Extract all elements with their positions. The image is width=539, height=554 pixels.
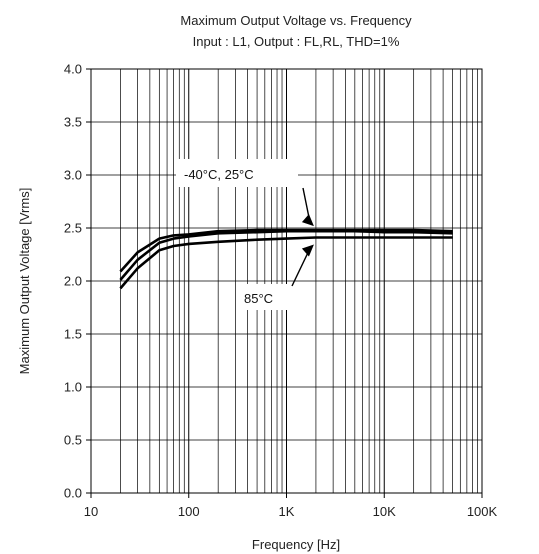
y-tick-label: 1.0 — [64, 380, 82, 395]
y-tick-label: 2.5 — [64, 221, 82, 236]
x-tick-label: 10K — [373, 504, 396, 519]
y-tick-label: 0.5 — [64, 433, 82, 448]
x-tick-label: 100 — [178, 504, 200, 519]
y-tick-label: 3.5 — [64, 115, 82, 130]
x-axis-label: Frequency [Hz] — [252, 537, 340, 552]
annotation-arrow-line — [291, 248, 311, 287]
annotation-box — [236, 284, 292, 310]
y-tick-label: 2.0 — [64, 274, 82, 289]
y-tick-label: 3.0 — [64, 168, 82, 183]
series-line — [119, 228, 453, 273]
grid — [91, 69, 482, 493]
y-tick-label: 0.0 — [64, 486, 82, 501]
series-lines — [119, 228, 453, 290]
chart-subtitle: Input : L1, Output : FL,RL, THD=1% — [193, 34, 400, 49]
series-line — [119, 236, 453, 290]
annotation-box — [176, 159, 298, 187]
chart-title: Maximum Output Voltage vs. Frequency — [180, 13, 412, 28]
annotation-arrowhead — [301, 244, 314, 257]
y-tick-label: 1.5 — [64, 327, 82, 342]
annotation-label: 85°C — [244, 291, 273, 306]
annotation-label: -40°C, 25°C — [184, 167, 254, 182]
y-tick-label: 4.0 — [64, 62, 82, 77]
annotations: -40°C, 25°C 85°C — [176, 159, 314, 310]
x-tick-label: 10 — [84, 504, 98, 519]
series-line — [119, 229, 453, 281]
y-axis-label: Maximum Output Voltage [Vrms] — [17, 188, 32, 375]
axes: 0.0 0.5 1.0 1.5 2.0 2.5 3.0 3.5 4.0 10 100 1K 10K 100… — [64, 62, 498, 520]
annotation-arrowhead — [301, 214, 314, 227]
x-tick-label: 1K — [279, 504, 295, 519]
x-tick-label: 100K — [467, 504, 498, 519]
